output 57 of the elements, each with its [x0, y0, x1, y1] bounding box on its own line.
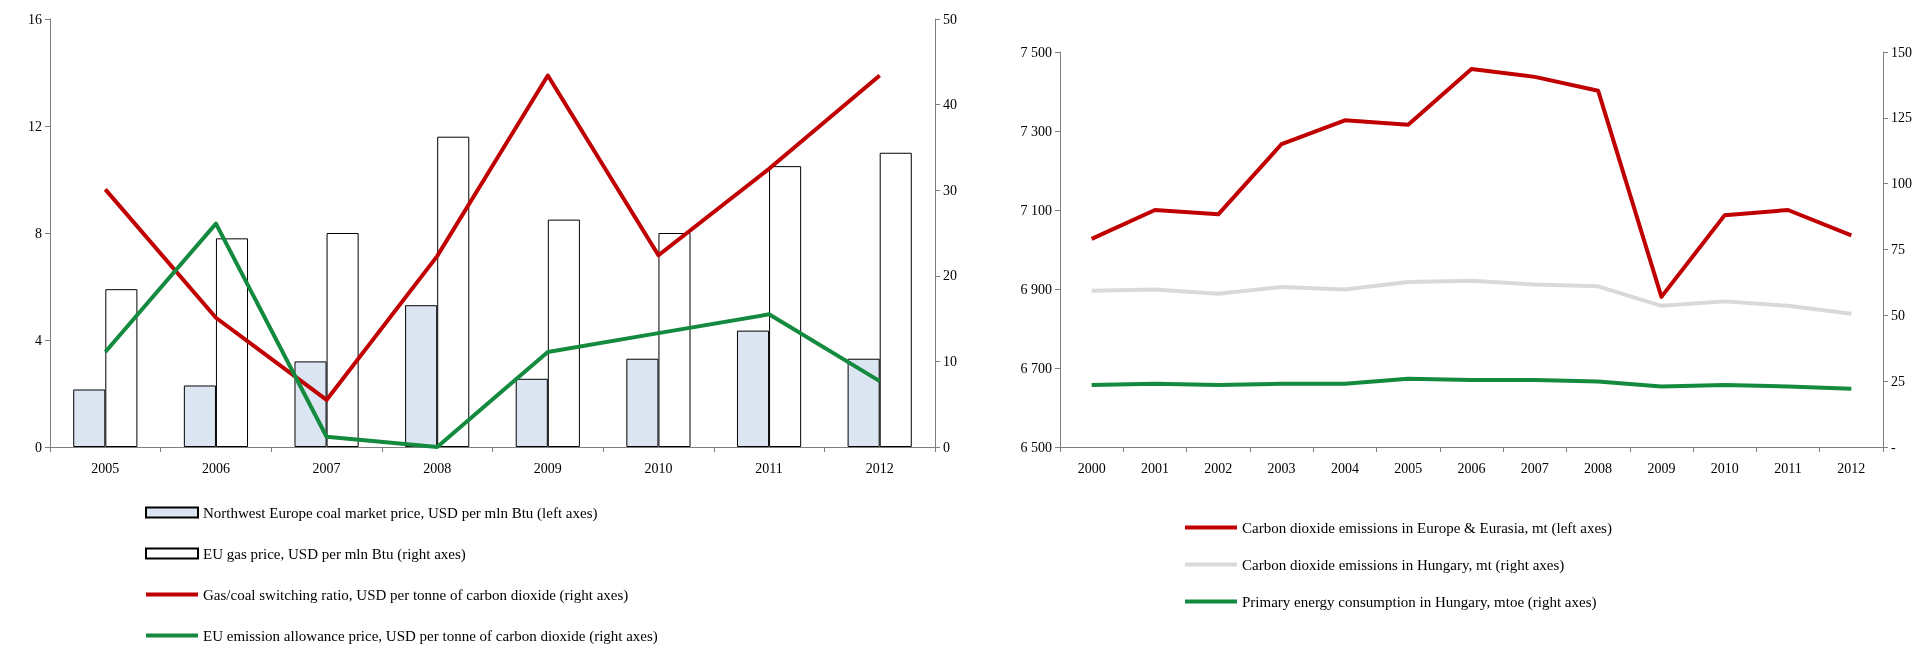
y2-tick-label: 125: [1891, 110, 1912, 126]
y2-tick-label: 40: [943, 97, 957, 113]
legend-label: Northwest Europe coal market price, USD per mln Btu (left axes): [203, 504, 598, 522]
x-tick-label: 2002: [1204, 460, 1233, 476]
y2-tick-label: 150: [1891, 44, 1912, 60]
x-tick-label: 2006: [1457, 460, 1486, 476]
y-tick-label: 8: [35, 225, 42, 241]
y2-tick-label: 75: [1891, 242, 1905, 257]
x-tick-label: 2006: [201, 460, 230, 476]
y-tick-label: 7 100: [1020, 202, 1052, 218]
x-tick-label: 2001: [1140, 460, 1169, 476]
y-tick-label: 4: [35, 332, 42, 348]
y-tick-label: 6 900: [1020, 281, 1052, 297]
x-tick-label: 2010: [644, 460, 673, 476]
y2-tick-label: 30: [943, 182, 957, 198]
y2-tick-label: 25: [1891, 373, 1905, 389]
legend-label: EU gas price, USD per mln Btu (right axes): [203, 545, 466, 563]
x-tick-label: 2010: [1710, 460, 1739, 476]
y2-tick-label: 20: [943, 268, 957, 284]
x-tick-label: 2007: [312, 460, 341, 476]
line-series: [103, 221, 882, 449]
x-tick-label: 2011: [1774, 460, 1802, 476]
x-tick-label: 2007: [1520, 460, 1549, 476]
line-series: [1089, 376, 1854, 391]
y2-tick-label: 50: [1891, 307, 1905, 323]
y2-tick-label: 50: [943, 11, 957, 27]
x-tick-label: 2005: [91, 460, 120, 476]
legend-label: Gas/coal switching ratio, USD per tonne of carbon dioxide (right axes): [203, 586, 629, 604]
line-series: [103, 73, 882, 402]
x-tick-label: 2011: [755, 460, 783, 476]
y-tick-label: 7 300: [1020, 123, 1052, 139]
y2-tick-label: 100: [1891, 176, 1912, 192]
x-tick-label: 2009: [533, 460, 562, 476]
y-tick-label: 16: [28, 11, 42, 27]
x-tick-label: 2009: [1647, 460, 1676, 476]
x-tick-label: 2008: [1584, 460, 1613, 476]
x-tick-label: 2008: [423, 460, 452, 476]
y2-tick-label: -: [1891, 439, 1896, 455]
x-tick-label: 2000: [1077, 460, 1106, 476]
line-series: [1089, 66, 1854, 299]
legend-label: Carbon dioxide emissions in Europe & Eurasia, mt (left axes): [1242, 519, 1612, 537]
x-tick-label: 2004: [1330, 460, 1359, 476]
y-tick-label: 6 700: [1020, 360, 1052, 376]
x-tick-label: 2012: [1837, 460, 1866, 476]
y2-tick-label: 0: [943, 439, 950, 455]
y-tick-label: 0: [35, 439, 42, 455]
y-tick-label: 6 500: [1020, 439, 1052, 455]
y-tick-label: 7 500: [1020, 44, 1052, 60]
x-tick-label: 2005: [1394, 460, 1423, 476]
legend-label: Carbon dioxide emissions in Hungary, mt (right axes): [1242, 556, 1565, 574]
x-tick-label: 2012: [865, 460, 894, 476]
y2-tick-label: 10: [943, 353, 957, 369]
line-series: [1089, 278, 1854, 316]
y-tick-label: 12: [28, 118, 42, 134]
legend-label: Primary energy consumption in Hungary, mtoe (right axes): [1242, 593, 1597, 611]
legend-label: EU emission allowance price, USD per tonne of carbon dioxide (right axes): [203, 627, 658, 645]
x-tick-label: 2003: [1267, 460, 1296, 476]
